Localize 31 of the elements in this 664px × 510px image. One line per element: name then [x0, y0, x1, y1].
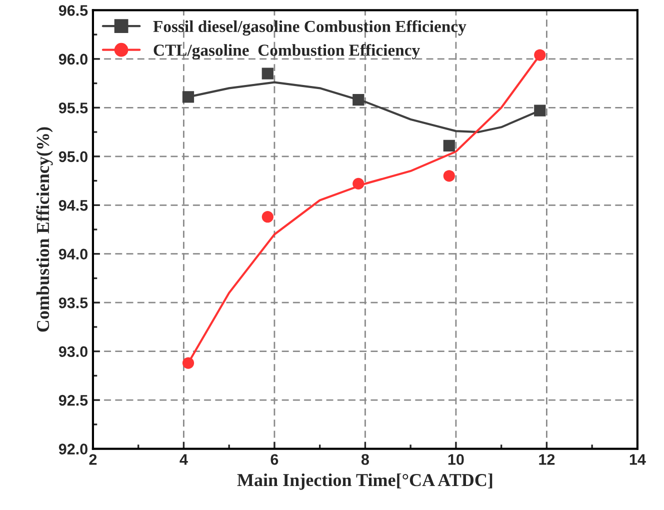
x-tick-label: 10 [448, 454, 464, 465]
y-axis-title: Combustion Efficiency(%) [36, 127, 53, 332]
x-tick-label: 6 [270, 454, 278, 465]
x-tick-label: 8 [361, 454, 369, 465]
legend-label: CTL/gasoline Combustion Efficiency [154, 44, 420, 60]
point [534, 104, 546, 116]
point [182, 357, 194, 369]
point [443, 140, 455, 152]
y-tick-label: 94.5 [58, 200, 88, 211]
point [352, 178, 364, 190]
legend-label: Fossil diesel/gasoline Combustion Efficiency [153, 20, 466, 36]
y-tick-label: 95.5 [58, 102, 88, 114]
y-tick-label: 92.5 [58, 394, 88, 406]
y-tick-label: 96.0 [58, 54, 88, 65]
y-tick-label: 93.5 [58, 297, 88, 308]
x-tick-label: 4 [180, 454, 188, 465]
point [262, 68, 274, 80]
x-axis-title: Main Injection Time[°CA ATDC] [237, 473, 492, 490]
y-tick-label: 94.0 [58, 248, 88, 260]
x-tick-label: 12 [539, 454, 555, 465]
y-tick-label: 92.0 [58, 444, 88, 454]
point [443, 170, 455, 182]
point [534, 49, 546, 61]
point [182, 91, 194, 103]
y-tick-label: 95.0 [58, 151, 88, 162]
y-tick-label: 93.0 [58, 346, 88, 358]
point [262, 211, 274, 223]
y-tick-label: 96.5 [58, 5, 88, 16]
x-tick-label: 14 [630, 454, 646, 465]
point [352, 94, 364, 106]
x-tick-label: 2 [89, 454, 97, 465]
